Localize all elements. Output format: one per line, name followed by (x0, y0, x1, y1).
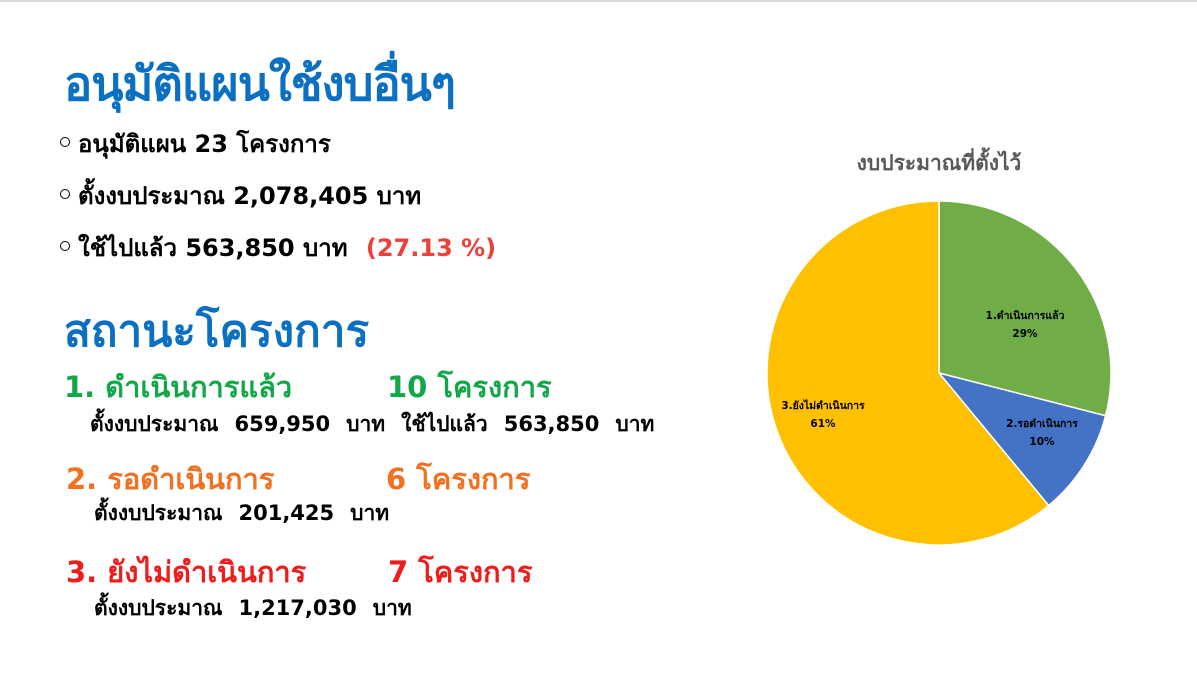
page-title: อนุมัติแผนใช้งบอื่นๆ (64, 57, 456, 112)
pie-slice-1-name: 1.ดำเนินการแล้ว (986, 309, 1065, 322)
top-divider (0, 0, 1197, 2)
summary-used-text: ใช้ไปแล้ว 563,850 บาท (78, 234, 348, 262)
pie-slice-2-percent: 10% (1029, 436, 1055, 448)
summary-budget: ตั้งงบประมาณ 2,078,405 บาท (60, 176, 421, 215)
status-waiting-detail: ตั้งงบประมาณ 201,425 บาท (94, 497, 405, 530)
status-done-label: 1. ดำเนินการแล้ว (64, 370, 293, 404)
bullet-circle-icon (60, 137, 70, 147)
used-unit: บาท (615, 412, 655, 436)
budget-unit: บาท (372, 596, 412, 620)
pie-chart-title: งบประมาณที่ตั้งไว้ (857, 147, 1022, 175)
summary-approved-text: อนุมัติแผน 23 โครงการ (78, 130, 331, 158)
status-done-count: 10 โครงการ (387, 370, 552, 404)
status-notstarted-count: 7 โครงการ (388, 555, 533, 589)
status-heading: สถานะโครงการ (64, 306, 370, 357)
pie-slice-3-percent: 61% (810, 418, 836, 430)
budget-label: ตั้งงบประมาณ (94, 501, 223, 525)
budget-value: 1,217,030 (238, 596, 357, 620)
status-notstarted-label: 3. ยังไม่ดำเนินการ (66, 555, 307, 589)
used-value: 563,850 (503, 412, 600, 436)
budget-unit: บาท (346, 412, 386, 436)
budget-unit: บาท (350, 501, 390, 525)
summary-used: ใช้ไปแล้ว 563,850 บาท (27.13 %) (60, 228, 496, 267)
pie-slice-2 (936, 371, 1107, 507)
pie-slice-1-percent: 29% (1012, 328, 1038, 340)
budget-pie-chart: งบประมาณที่ตั้งไว้ 1.ดำเนินการแล้ว 29% 2.ร… (766, 147, 1112, 546)
budget-value: 659,950 (234, 412, 331, 436)
bullet-circle-icon (60, 241, 70, 251)
bullet-circle-icon (60, 189, 70, 199)
pie-slice-1 (938, 200, 1112, 417)
status-notstarted-detail: ตั้งงบประมาณ 1,217,030 บาท (94, 592, 428, 625)
summary-budget-text: ตั้งงบประมาณ 2,078,405 บาท (78, 182, 422, 210)
budget-value: 201,425 (238, 501, 335, 525)
status-waiting-count: 6 โครงการ (386, 462, 531, 496)
pie-slice-2-name: 2.รอดำเนินการ (1006, 418, 1078, 430)
status-waiting: 2. รอดำเนินการ 6 โครงการ (66, 456, 530, 502)
used-label: ใช้ไปแล้ว (401, 412, 488, 436)
budget-label: ตั้งงบประมาณ (94, 596, 223, 620)
used-percent: (27.13 %) (365, 234, 497, 262)
status-notstarted: 3. ยังไม่ดำเนินการ 7 โครงการ (66, 549, 532, 595)
pie-slice-3 (766, 200, 1050, 546)
summary-approved: อนุมัติแผน 23 โครงการ (60, 124, 331, 163)
pie-slice-3-name: 3.ยังไม่ดำเนินการ (781, 399, 865, 412)
status-done-detail: ตั้งงบประมาณ 659,950 บาท ใช้ไปแล้ว 563,850 บา… (90, 408, 670, 441)
status-waiting-label: 2. รอดำเนินการ (66, 462, 275, 496)
budget-label: ตั้งงบประมาณ (90, 412, 219, 436)
status-done: 1. ดำเนินการแล้ว 10 โครงการ (64, 364, 552, 410)
